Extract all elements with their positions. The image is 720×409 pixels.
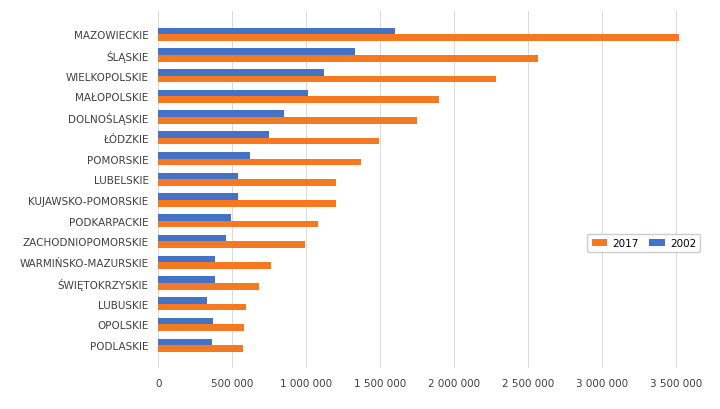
Bar bbox=[158, 221, 318, 228]
Bar bbox=[158, 304, 246, 310]
Bar bbox=[158, 180, 336, 187]
Bar bbox=[158, 173, 238, 180]
Bar bbox=[158, 132, 269, 139]
Bar bbox=[158, 139, 379, 145]
Bar bbox=[158, 242, 305, 249]
Bar bbox=[158, 297, 207, 304]
Bar bbox=[158, 76, 495, 83]
Bar bbox=[158, 235, 226, 242]
Bar bbox=[158, 276, 215, 283]
Bar bbox=[158, 283, 259, 290]
Bar bbox=[158, 35, 679, 42]
Bar bbox=[158, 111, 284, 118]
Bar bbox=[158, 256, 215, 263]
Bar bbox=[158, 159, 361, 166]
Bar bbox=[158, 200, 336, 207]
Bar bbox=[158, 29, 395, 35]
Bar bbox=[158, 263, 271, 269]
Bar bbox=[158, 325, 244, 331]
Bar bbox=[158, 153, 250, 159]
Bar bbox=[158, 345, 243, 352]
Bar bbox=[158, 97, 439, 104]
Bar bbox=[158, 318, 213, 325]
Bar bbox=[158, 339, 212, 345]
Bar bbox=[158, 90, 307, 97]
Bar bbox=[158, 49, 355, 56]
Bar bbox=[158, 56, 539, 62]
Bar bbox=[158, 118, 417, 124]
Bar bbox=[158, 70, 324, 76]
Bar bbox=[158, 194, 238, 200]
Legend: 2017, 2002: 2017, 2002 bbox=[588, 234, 701, 253]
Bar bbox=[158, 215, 231, 221]
